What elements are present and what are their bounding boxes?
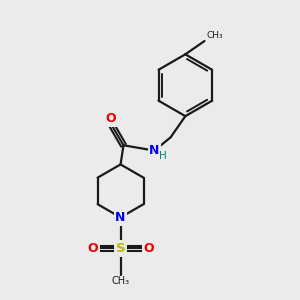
Text: O: O [106, 112, 116, 125]
Text: N: N [149, 144, 160, 157]
Text: O: O [143, 242, 154, 255]
Text: N: N [116, 211, 126, 224]
Text: CH₃: CH₃ [207, 31, 224, 40]
Text: CH₃: CH₃ [112, 276, 130, 286]
Text: O: O [87, 242, 98, 255]
Text: S: S [116, 242, 125, 255]
Text: H: H [159, 151, 167, 161]
